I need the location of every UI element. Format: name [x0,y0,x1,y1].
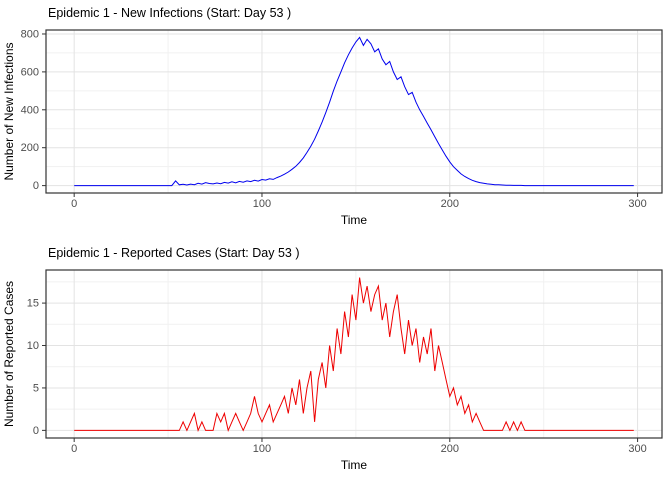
new-infections-chart-block: Epidemic 1 - New Infections (Start: Day … [2,6,663,227]
y-tick-label: 0 [33,425,39,437]
plot-panel: 0 100 200 300 0 200 400 600 800 [21,28,663,210]
x-axis-title: Time [341,213,368,227]
y-tick-label: 5 [33,382,39,394]
x-tick-label: 100 [253,198,271,210]
panel-border [45,29,663,194]
y-axis-title: Number of Reported Cases [2,281,16,427]
y-axis-title: Number of New Infections [2,42,16,180]
y-tick-label: 10 [27,340,39,352]
data-series-line [74,277,634,433]
chart-title: Epidemic 1 - Reported Cases (Start: Day … [48,246,300,260]
x-axis-title: Time [341,458,368,472]
panel-background [46,30,662,193]
x-tick-label: 0 [71,198,77,210]
reported-cases-chart-block: Epidemic 1 - Reported Cases (Start: Day … [0,240,672,480]
y-tick-label: 15 [27,298,39,310]
x-tick-label: 100 [253,443,271,455]
x-tick-label: 200 [441,198,459,210]
reported-cases-chart: Epidemic 1 - Reported Cases (Start: Day … [2,246,663,472]
y-tick-label: 600 [21,66,39,78]
x-tick-label: 300 [628,443,646,455]
panel-border [45,269,663,439]
x-tick-label: 200 [441,443,459,455]
x-tick-label: 300 [628,198,646,210]
x-tick-label: 0 [71,443,77,455]
y-tick-label: 800 [21,28,39,40]
plot-panel: 0 100 200 300 0 5 10 15 [27,269,663,455]
new-infections-chart: Epidemic 1 - New Infections (Start: Day … [2,6,663,227]
y-tick-label: 200 [21,142,39,154]
data-series-line [74,36,634,187]
chart-title: Epidemic 1 - New Infections (Start: Day … [48,6,291,20]
y-tick-label: 400 [21,104,39,116]
panel-background [46,270,662,438]
y-tick-label: 0 [33,180,39,192]
